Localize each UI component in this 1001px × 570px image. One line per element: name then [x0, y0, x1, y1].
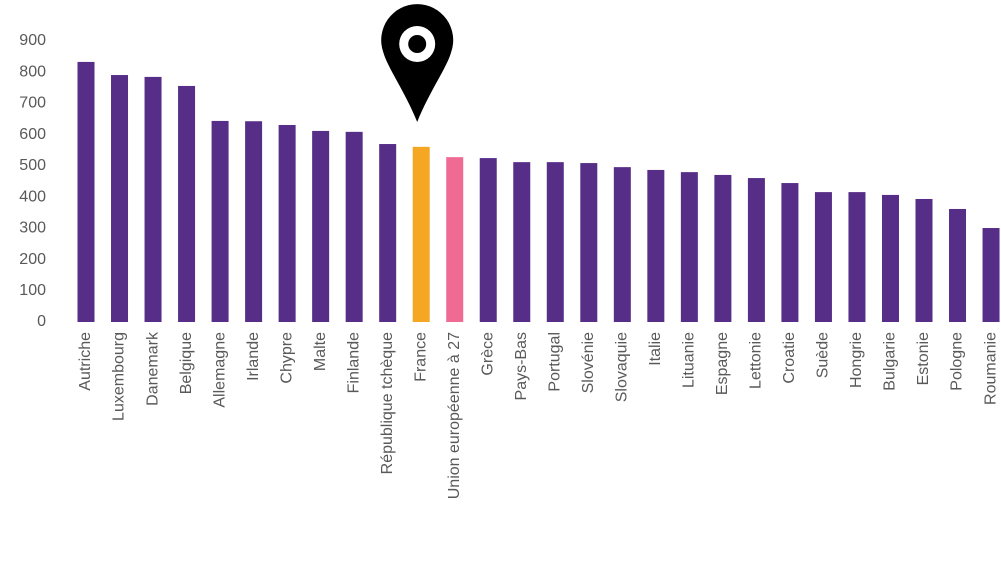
x-tick-label: Malte: [312, 332, 329, 371]
x-tick-label: République tchèque: [379, 332, 396, 474]
bar: [379, 144, 397, 322]
x-tick-label: Allemagne: [211, 332, 228, 408]
x-tick-label: Chypre: [278, 332, 295, 384]
x-tick-label: Espagne: [714, 332, 731, 395]
bar: [613, 167, 631, 322]
x-tick-label: Hongrie: [848, 332, 865, 388]
y-tick-label: 700: [19, 95, 46, 112]
x-tick-label: Portugal: [546, 332, 563, 392]
x-tick-label: Slovaquie: [614, 332, 631, 402]
bar: [245, 121, 263, 322]
bar: [412, 146, 430, 322]
x-tick-label: Luxembourg: [111, 332, 128, 421]
x-tick-label: Slovénie: [580, 332, 597, 393]
x-tick-label: Pays-Bas: [513, 332, 530, 400]
bar: [278, 124, 296, 322]
x-tick-label: Irlande: [245, 332, 262, 381]
bar: [546, 162, 564, 322]
x-tick-label: Grèce: [479, 332, 496, 376]
bar: [77, 61, 95, 323]
y-tick-label: 500: [19, 157, 46, 174]
x-tick-label: Lituanie: [681, 332, 698, 388]
x-tick-label: Belgique: [178, 332, 195, 394]
bar: [111, 75, 129, 322]
bar: [580, 163, 598, 322]
bar: [312, 130, 330, 322]
bar: [479, 158, 497, 322]
x-tick-label: Autriche: [77, 332, 94, 391]
bar: [178, 85, 196, 323]
x-tick-label: Pologne: [949, 332, 966, 391]
y-tick-label: 100: [19, 282, 46, 299]
bar: [647, 169, 665, 322]
x-tick-label: Finlande: [345, 332, 362, 393]
bar: [747, 178, 765, 322]
bar: [513, 162, 531, 322]
bar: [714, 174, 732, 322]
y-tick-label: 800: [19, 63, 46, 80]
bar: [848, 192, 866, 322]
x-tick-label: Croatie: [781, 332, 798, 384]
bar: [982, 228, 1000, 322]
x-tick-label: Danemark: [144, 331, 161, 406]
bar: [949, 208, 967, 322]
x-tick-label: Bulgarie: [882, 332, 899, 391]
bar: [680, 172, 698, 322]
bar: [446, 157, 464, 322]
y-tick-label: 200: [19, 251, 46, 268]
bar: [781, 183, 799, 322]
bar: [881, 194, 899, 322]
x-tick-label: Lettonie: [748, 332, 765, 389]
y-tick-label: 900: [19, 32, 46, 49]
x-tick-label: Roumanie: [982, 332, 999, 405]
bar: [211, 120, 229, 322]
y-tick-label: 400: [19, 188, 46, 205]
y-tick-label: 0: [37, 313, 46, 330]
x-tick-label: Union européenne à 27: [446, 332, 463, 499]
y-tick-label: 300: [19, 220, 46, 237]
bar: [915, 198, 933, 322]
bar: [144, 76, 162, 323]
x-tick-label: Suède: [815, 332, 832, 378]
x-tick-label: Estonie: [915, 332, 932, 385]
location-pin: [381, 4, 454, 122]
y-tick-label: 600: [19, 126, 46, 143]
x-tick-label: France: [412, 332, 429, 382]
bar: [814, 192, 832, 322]
bar: [345, 131, 363, 322]
x-tick-label: Italie: [647, 332, 664, 366]
